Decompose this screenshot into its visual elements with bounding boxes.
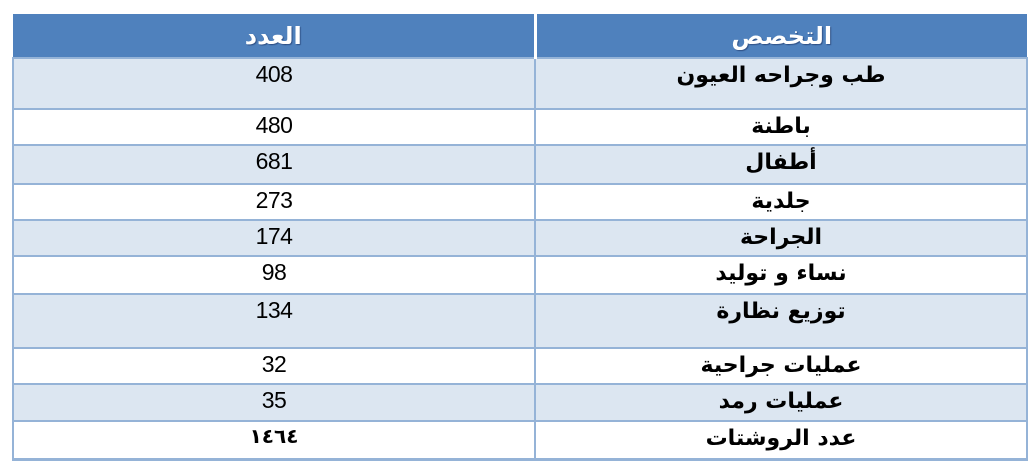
specialty-cell: عمليات جراحية [534,347,1028,385]
count-cell: 35 [12,383,536,422]
specialty-cell: عمليات رمد [534,383,1028,422]
specialty-cell: جلدية [534,183,1028,221]
count-cell: 681 [12,144,536,185]
table-row: أطفال 681 [12,144,1028,185]
header-specialty: التخصص [533,14,1027,58]
count-cell: 32 [12,347,536,385]
table-row: باطنة 480 [12,108,1028,146]
count-cell: 98 [12,255,536,295]
table-row: طب وجراحه العيون 408 [12,57,1028,110]
table-row: عمليات جراحية 32 [12,347,1028,385]
specialty-cell: عدد الروشتات [534,420,1028,461]
table-row: توزيع نظارة 134 [12,293,1028,349]
count-cell: 174 [12,219,536,257]
header-count: العدد [13,14,535,58]
table-body: طب وجراحه العيون 408 باطنة 480 أطفال 681… [12,57,1028,461]
specialty-cell: طب وجراحه العيون [534,57,1028,110]
count-cell: 408 [12,57,536,110]
table-row: عدد الروشتات ١٤٦٤ [12,420,1028,461]
table-row: الجراحة 174 [12,219,1028,257]
table-row: جلدية 273 [12,183,1028,221]
table-header: التخصص العدد [13,14,1027,58]
count-cell: 273 [12,183,536,221]
count-cell: 134 [12,293,536,349]
specialty-cell: أطفال [534,144,1028,185]
table-row: عمليات رمد 35 [12,383,1028,422]
specialty-cell: باطنة [534,108,1028,146]
specialty-cell: نساء و توليد [534,255,1028,295]
count-cell: ١٤٦٤ [12,420,536,461]
specialty-count-table: التخصص العدد طب وجراحه العيون 408 باطنة … [12,14,1028,461]
specialty-cell: الجراحة [534,219,1028,257]
specialty-cell: توزيع نظارة [534,293,1028,349]
table-row: نساء و توليد 98 [12,255,1028,295]
count-cell: 480 [12,108,536,146]
header-row: التخصص العدد [13,14,1027,58]
